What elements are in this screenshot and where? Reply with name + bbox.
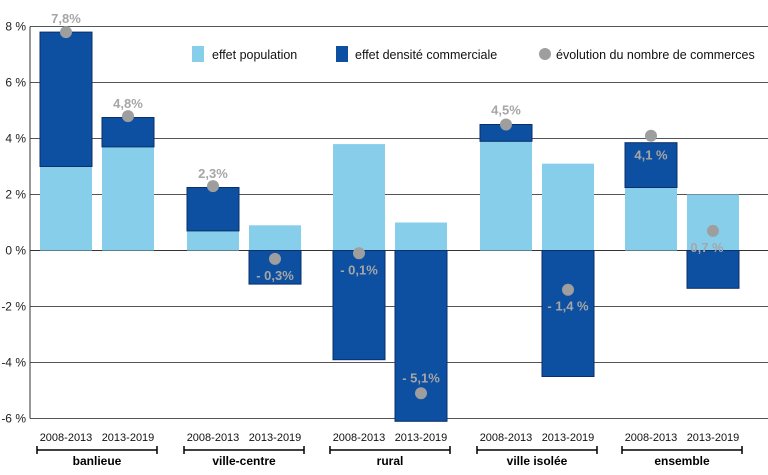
legend-label: effet population bbox=[212, 48, 297, 62]
points: 7,8% 4,8% 2,3% - 0,3% - 0,1% - 5,1% 4,5% - 1,4 … bbox=[51, 11, 724, 400]
x-tick-label: 2008-2013 bbox=[480, 432, 533, 444]
bar-effet-population bbox=[333, 144, 385, 251]
legend-swatch-population bbox=[192, 46, 204, 62]
x-tick-label: 2008-2013 bbox=[625, 432, 678, 444]
bar-effet-densite-commerciale bbox=[686, 250, 740, 289]
x-tick-label: 2013-2019 bbox=[249, 432, 302, 444]
x-tick-label: 2013-2019 bbox=[687, 432, 740, 444]
bar-effet-population bbox=[687, 194, 739, 251]
legend-label: effet densité commerciale bbox=[355, 48, 497, 62]
y-tick-label: 4 % bbox=[5, 132, 26, 146]
data-label: 2,3% bbox=[198, 166, 228, 181]
bar-effet-population bbox=[542, 163, 594, 251]
bar-effet-population bbox=[249, 225, 301, 251]
y-tick-label: 6 % bbox=[5, 76, 26, 90]
data-label: 7,8% bbox=[51, 11, 81, 26]
data-label: 4,8% bbox=[113, 96, 143, 111]
bar-effet-densite-commerciale bbox=[186, 187, 240, 232]
point-evolution-commerces bbox=[60, 26, 72, 39]
point-evolution-commerces bbox=[207, 180, 219, 193]
group-label: rural bbox=[377, 454, 404, 468]
bars bbox=[39, 31, 740, 422]
legend-label: évolution du nombre de commerces bbox=[556, 48, 755, 62]
bar-effet-population bbox=[102, 146, 154, 251]
bar-effet-population bbox=[395, 222, 447, 251]
x-tick-label: 2013-2019 bbox=[102, 432, 155, 444]
data-label: 4,5% bbox=[491, 103, 521, 118]
bar-effet-population bbox=[40, 166, 92, 251]
group-label: ville isolée bbox=[507, 454, 568, 468]
data-label: - 0,3% bbox=[256, 268, 294, 283]
point-evolution-commerces bbox=[269, 252, 281, 265]
point-evolution-commerces bbox=[500, 118, 512, 131]
group-label: banlieue bbox=[73, 454, 122, 468]
y-axis: -6 % -4 % -2 % 0 % 2 % 4 % 6 % 8 % bbox=[1, 20, 31, 426]
x-tick-label: 2008-2013 bbox=[333, 432, 386, 444]
group-label: ville-centre bbox=[212, 454, 276, 468]
legend-swatch-densite bbox=[336, 46, 348, 62]
group-label: ensemble bbox=[654, 454, 710, 468]
point-evolution-commerces bbox=[645, 129, 657, 142]
x-axis: 2008-2013 2013-2019 2008-2013 2013-2019 2008… bbox=[36, 432, 743, 468]
y-tick-label: 0 % bbox=[5, 244, 26, 258]
data-label: 4,1 % bbox=[634, 148, 668, 163]
legend-marker-evolution bbox=[539, 48, 551, 60]
y-tick-label: 2 % bbox=[5, 188, 26, 202]
x-tick-label: 2013-2019 bbox=[395, 432, 448, 444]
bar-effet-densite-commerciale bbox=[624, 142, 678, 188]
data-label: 0,7 % bbox=[690, 240, 724, 255]
point-evolution-commerces bbox=[707, 224, 719, 237]
bar-effet-population bbox=[187, 230, 239, 251]
x-tick-label: 2008-2013 bbox=[40, 432, 93, 444]
bar-effet-densite-commerciale bbox=[332, 250, 386, 361]
y-tick-label: 8 % bbox=[5, 20, 26, 34]
point-evolution-commerces bbox=[562, 283, 574, 296]
point-evolution-commerces bbox=[353, 247, 365, 260]
y-tick-label: -6 % bbox=[1, 412, 26, 426]
bar-effet-densite-commerciale bbox=[39, 31, 93, 167]
x-tick-label: 2013-2019 bbox=[542, 432, 595, 444]
point-evolution-commerces bbox=[415, 387, 427, 400]
data-label: - 5,1% bbox=[402, 370, 440, 385]
y-tick-label: -4 % bbox=[1, 356, 26, 370]
data-label: - 1,4 % bbox=[547, 299, 589, 314]
data-label: - 0,1% bbox=[340, 262, 378, 277]
bar-effet-population bbox=[625, 187, 677, 251]
bar-effet-densite-commerciale bbox=[541, 250, 595, 377]
x-tick-label: 2008-2013 bbox=[187, 432, 240, 444]
y-tick-label: -2 % bbox=[1, 300, 26, 314]
bar-effet-population bbox=[480, 141, 532, 251]
point-evolution-commerces bbox=[122, 110, 134, 123]
legend: effet population effet densité commercial… bbox=[192, 46, 755, 62]
